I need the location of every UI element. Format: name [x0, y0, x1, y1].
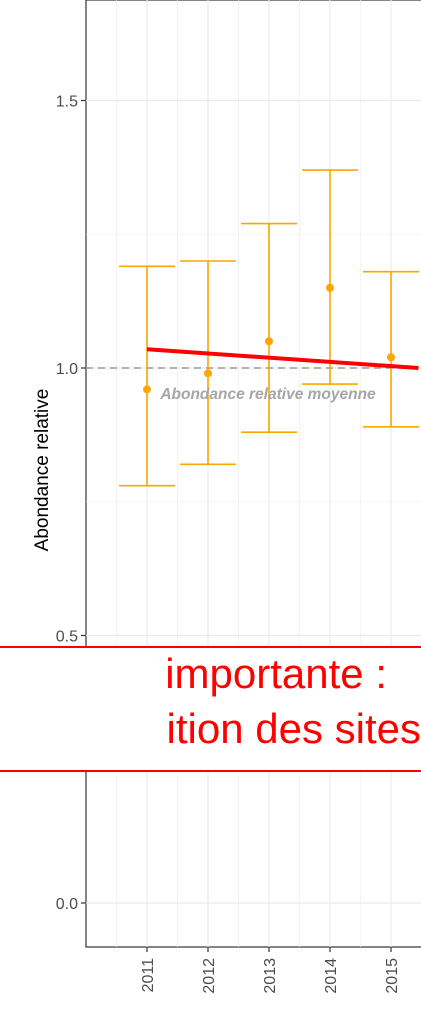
error-bar: [119, 265, 175, 487]
y-tick-label: 0.0: [56, 896, 78, 913]
error-bar: [363, 270, 419, 428]
y-axis-label: Abondance relative: [32, 389, 53, 552]
x-axis: 2011 2012 2013 2014 2015: [140, 947, 401, 994]
error-bar: [241, 222, 297, 434]
trend-line-path: [146, 347, 419, 370]
data-points: [143, 283, 395, 394]
data-point: [387, 353, 395, 362]
x-tick-label: 2015: [384, 958, 401, 994]
y-axis: 0.0 0.5 1.0 1.5: [56, 94, 86, 913]
x-tick-label: 2012: [201, 958, 218, 994]
y-tick-label: 0.5: [56, 629, 78, 646]
trend-line: [146, 347, 419, 370]
error-bar: [180, 260, 236, 466]
y-tick-label: 1.0: [56, 361, 78, 378]
grid-minor: [86, 0, 421, 947]
x-tick-label: 2011: [140, 958, 157, 993]
data-point: [326, 283, 334, 292]
data-point: [204, 369, 212, 378]
error-bars: [119, 169, 419, 487]
y-tick-label: 1.5: [56, 94, 78, 111]
callout-box: importante : ition des sites: [0, 646, 421, 772]
x-tick-label: 2013: [262, 958, 279, 994]
reference-line-label: Abondance relative moyenne: [159, 386, 376, 403]
data-point: [143, 385, 151, 394]
callout-line-1: importante :: [165, 650, 387, 697]
error-bar: [302, 169, 358, 385]
data-point: [265, 337, 273, 346]
callout-line-2: ition des sites: [166, 705, 421, 752]
x-tick-label: 2014: [323, 958, 340, 994]
plot-panel: [85, 0, 421, 948]
